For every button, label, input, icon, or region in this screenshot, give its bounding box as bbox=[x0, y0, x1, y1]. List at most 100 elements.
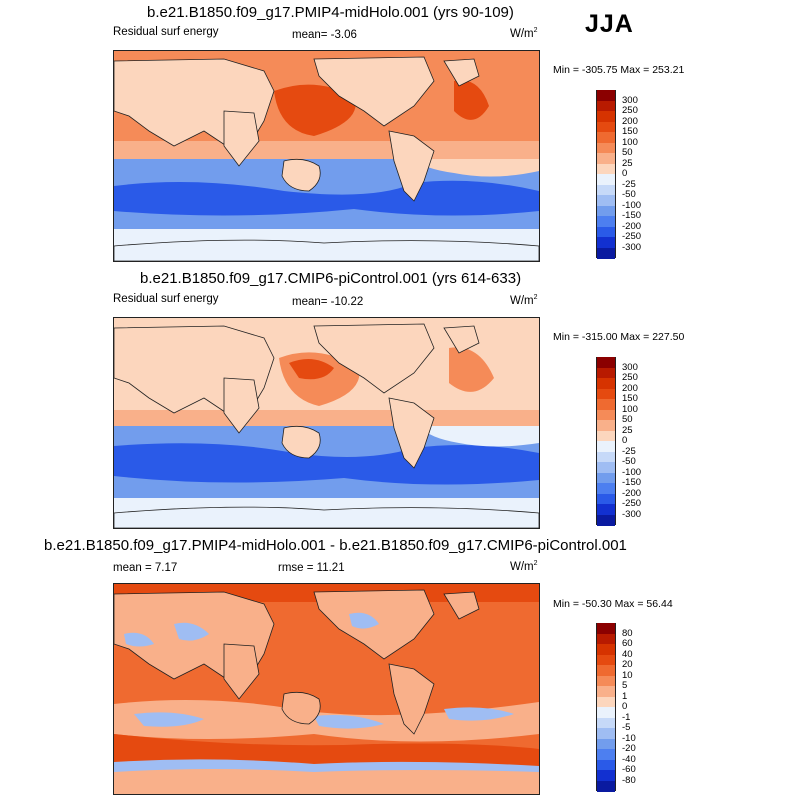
panel-2-colorbar-tick-label: 100 bbox=[622, 403, 638, 415]
panel-1-colorbar-swatch bbox=[597, 142, 615, 154]
panel-3-left-label: mean = 7.17 bbox=[113, 562, 178, 574]
panel-2-colorbar-tick-label: 300 bbox=[622, 361, 638, 373]
panel-3-colorbar-tick-label: 1 bbox=[622, 690, 628, 702]
panel-2-map bbox=[113, 317, 540, 529]
panel-1-colorbar-swatch bbox=[597, 184, 615, 196]
panel-1-colorbar-swatch bbox=[597, 163, 615, 175]
panel-2-colorbar-swatch bbox=[597, 493, 615, 505]
panel-1-colorbar-swatch bbox=[597, 216, 615, 227]
panel-1-colorbar-swatch bbox=[597, 195, 615, 206]
panel-2-units-sup: 2 bbox=[533, 294, 538, 301]
panel-3-units-text: W/m bbox=[510, 560, 534, 573]
panel-3-colorbar-swatch bbox=[597, 780, 615, 792]
panel-2-colorbar-swatch bbox=[597, 504, 615, 515]
panel-3-colorbar-tick-label: -60 bbox=[622, 764, 636, 775]
panel-2-colorbar-tick-label: 25 bbox=[622, 424, 633, 436]
panel-3-colorbar-swatch bbox=[597, 749, 615, 760]
panel-3-colorbar-swatch bbox=[597, 665, 615, 676]
panel-3-colorbar-swatch bbox=[597, 686, 615, 697]
panel-1-mean: mean= -3.06 bbox=[292, 29, 357, 41]
panel-3-colorbar-tick-label: 40 bbox=[622, 648, 633, 660]
panel-1-colorbar-tick-label: -200 bbox=[622, 220, 642, 232]
panel-3-colorbar-tick-label: 20 bbox=[622, 659, 633, 670]
panel-3-colorbar-tick-label: 0 bbox=[622, 701, 628, 712]
panel-2-colorbar-tick-label: -25 bbox=[622, 445, 636, 457]
panel-1-colorbar-swatch bbox=[597, 100, 615, 112]
panel-1-colorbar-tick-label: 50 bbox=[622, 147, 633, 158]
panel-1-colorbar-tick-label: 200 bbox=[622, 115, 638, 127]
panel-1-colorbar-swatch bbox=[597, 226, 615, 238]
panel-1-colorbar-tick-label: 100 bbox=[622, 136, 638, 148]
panel-2-units: W/m2 bbox=[510, 294, 538, 307]
panel-3-map-svg bbox=[114, 584, 539, 794]
panel-2-colorbar-swatch bbox=[597, 451, 615, 463]
panel-2-map-svg bbox=[114, 318, 539, 528]
panel-2-colorbar-swatch bbox=[597, 420, 615, 431]
panel-3-colorbar-swatch bbox=[597, 728, 615, 739]
panel-2-colorbar-tick-label: 150 bbox=[622, 393, 638, 404]
panel-1-colorbar-swatch bbox=[597, 174, 615, 185]
panel-2-colorbar-tick-label: -50 bbox=[622, 456, 636, 467]
panel-1-title: b.e21.B1850.f09_g17.PMIP4-midHolo.001 (y… bbox=[147, 4, 514, 21]
panel-3-colorbar-swatch bbox=[597, 675, 615, 687]
panel-2-colorbar-swatch bbox=[597, 357, 615, 368]
panel-1-colorbar-tick-label: -250 bbox=[622, 231, 642, 242]
panel-3-colorbar-swatch bbox=[597, 644, 615, 655]
panel-1-colorbar-tick-label: 0 bbox=[622, 168, 628, 179]
panel-3-colorbar-tick-label: 60 bbox=[622, 638, 633, 649]
panel-2-colorbar-tick-label: -250 bbox=[622, 498, 642, 509]
panel-3-colorbar-tick-label: -80 bbox=[622, 774, 636, 786]
panel-2-colorbar-swatch bbox=[597, 441, 615, 452]
panel-2-colorbar-swatch bbox=[597, 430, 615, 442]
panel-1-colorbar-swatch bbox=[597, 121, 615, 133]
panel-1-colorbar-tick-label: 150 bbox=[622, 126, 638, 137]
panel-1-colorbar-tick-label: 25 bbox=[622, 157, 633, 169]
panel-2-colorbar-tick-label: -300 bbox=[622, 508, 642, 520]
panel-2-left-label: Residual surf energy bbox=[113, 293, 219, 305]
panel-3-colorbar-tick-label: 5 bbox=[622, 680, 628, 691]
panel-3-colorbar-tick-label: -20 bbox=[622, 743, 636, 754]
panel-3-colorbar-swatch bbox=[597, 717, 615, 729]
panel-2-colorbar-swatch bbox=[597, 399, 615, 410]
panel-2-colorbar-swatch bbox=[597, 462, 615, 473]
panel-1-colorbar-swatch bbox=[597, 247, 615, 259]
panel-1-minmax: Min = -305.75 Max = 253.21 bbox=[553, 64, 685, 76]
panel-2-colorbar-swatch bbox=[597, 483, 615, 494]
panel-3-map bbox=[113, 583, 540, 795]
panel-2-colorbar-swatch bbox=[597, 409, 615, 421]
panel-3-minmax: Min = -50.30 Max = 56.44 bbox=[553, 598, 673, 610]
panel-2-colorbar-tick-label: -200 bbox=[622, 487, 642, 499]
panel-3-colorbar-swatch bbox=[597, 707, 615, 718]
panel-1-colorbar-swatch bbox=[597, 132, 615, 143]
panel-1-colorbar-swatch bbox=[597, 90, 615, 101]
panel-3-colorbar-swatch bbox=[597, 633, 615, 645]
panel-1-colorbar-tick-label: -300 bbox=[622, 241, 642, 253]
panel-1-colorbar-swatches bbox=[596, 90, 616, 259]
panel-1-colorbar-tick-label: -25 bbox=[622, 178, 636, 190]
panel-1-colorbar-swatch bbox=[597, 153, 615, 164]
panel-1-units: W/m2 bbox=[510, 27, 538, 40]
panel-2-colorbar-swatch bbox=[597, 388, 615, 400]
panel-3-colorbar-swatches bbox=[596, 623, 616, 792]
panel-2-colorbar-swatch bbox=[597, 514, 615, 526]
season-label: JJA bbox=[585, 10, 634, 38]
panel-1-colorbar-tick-label: 250 bbox=[622, 105, 638, 116]
panel-1-units-text: W/m bbox=[510, 27, 534, 40]
panel-3-colorbar-tick-label: -1 bbox=[622, 711, 631, 723]
panel-3-colorbar-swatch bbox=[597, 623, 615, 634]
panel-3-units-sup: 2 bbox=[533, 560, 538, 567]
panel-1-left-label: Residual surf energy bbox=[113, 26, 219, 38]
panel-1-map bbox=[113, 50, 540, 262]
panel-1-colorbar-tick-label: -50 bbox=[622, 189, 636, 200]
panel-1-colorbar-tick-label: 300 bbox=[622, 94, 638, 106]
panel-1-units-sup: 2 bbox=[533, 27, 538, 34]
panel-3-rmse: rmse = 11.21 bbox=[278, 562, 345, 574]
panel-3-colorbar-swatch bbox=[597, 696, 615, 708]
panel-1-colorbar-tick-label: -150 bbox=[622, 210, 642, 221]
panel-2-colorbar-tick-label: 50 bbox=[622, 414, 633, 425]
panel-3-colorbar-tick-label: -5 bbox=[622, 722, 631, 733]
panel-2-mean: mean= -10.22 bbox=[292, 296, 364, 308]
panel-2-colorbar-tick-label: -150 bbox=[622, 477, 642, 488]
panel-2-colorbar-tick-label: 0 bbox=[622, 435, 628, 446]
panel-2-minmax: Min = -315.00 Max = 227.50 bbox=[553, 331, 685, 343]
